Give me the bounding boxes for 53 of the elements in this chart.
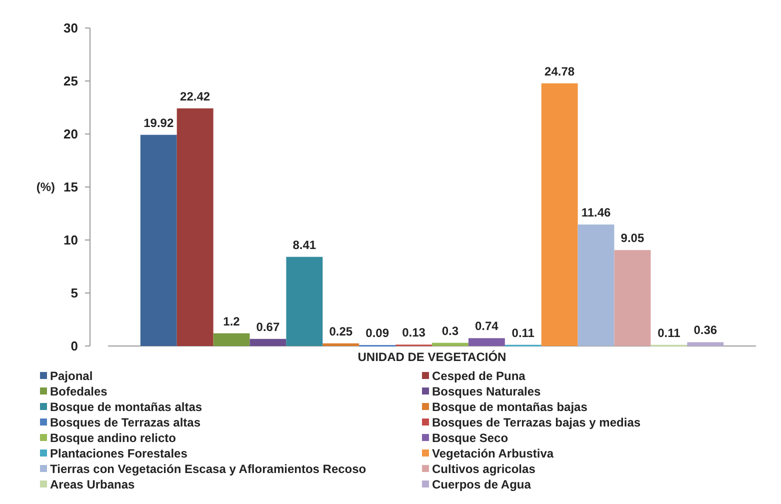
legend-label: Plantaciones Forestales (50, 446, 188, 461)
data-label: 19.92 (144, 116, 174, 130)
legend-label: Bosques de Terrazas bajas y medias (432, 416, 641, 430)
data-label: 11.46 (581, 206, 612, 220)
data-label: 0.25 (329, 324, 353, 338)
bar (541, 83, 578, 346)
legend-label: Areas Urbanas (50, 478, 136, 492)
bar (140, 134, 177, 346)
data-label: 22.42 (180, 89, 210, 104)
bar (250, 338, 286, 346)
data-label: 0.11 (658, 326, 681, 340)
bar (614, 250, 651, 346)
data-label: 24.78 (544, 64, 575, 78)
data-label: 0.09 (366, 326, 390, 340)
data-label: 0.67 (256, 320, 280, 334)
y-tick-label: 30 (64, 20, 78, 36)
data-label: 0.74 (474, 319, 499, 334)
data-label: 0.13 (402, 326, 426, 340)
bar (286, 256, 323, 346)
bar (176, 108, 214, 346)
y-tick-label: 5 (70, 286, 78, 301)
bar (432, 342, 468, 346)
y-tick-label: 10 (64, 232, 78, 248)
legend-label: Bosque de montañas bajas (432, 400, 588, 414)
legend-label: Cuerpos de Agua (432, 478, 532, 492)
y-axis-title: (%) (36, 180, 55, 194)
legend-label: Bosque de montañas altas (50, 400, 202, 414)
legend-label: Bosque Seco (432, 431, 508, 446)
legend-label: Bosques de Terrazas altas (50, 416, 201, 430)
legend-label: Bosques Naturales (432, 384, 542, 399)
legend-label: Cesped de Puna (432, 369, 526, 384)
y-tick-label: 20 (64, 126, 78, 142)
data-label: 0.11 (512, 326, 535, 340)
legend-label: Tierras con Vegetación Escasa y Afloramientos Recoso (50, 462, 366, 476)
bar (322, 343, 360, 346)
bar (687, 342, 724, 346)
y-tick-label: 25 (64, 74, 78, 89)
y-tick-label: 15 (64, 180, 78, 195)
y-tick-label: 0 (70, 338, 78, 354)
legend-label: Pajonal (50, 369, 93, 384)
bar (468, 338, 505, 346)
data-label: 9.05 (620, 231, 644, 246)
bar (213, 333, 250, 346)
data-label: 0.36 (694, 323, 718, 338)
legend-label: Cultivos agricolas (432, 462, 536, 476)
data-label: 1.2 (223, 314, 240, 328)
legend-label: Bofedales (50, 384, 108, 399)
legend-label: Bosque andino relicto (50, 431, 176, 446)
bar (578, 224, 614, 346)
data-label: 8.41 (292, 238, 316, 252)
x-axis-title: UNIDAD DE VEGETACIÓN (358, 350, 506, 364)
legend-label: Vegetación Arbustiva (432, 446, 554, 461)
data-label: 0.3 (442, 324, 459, 338)
